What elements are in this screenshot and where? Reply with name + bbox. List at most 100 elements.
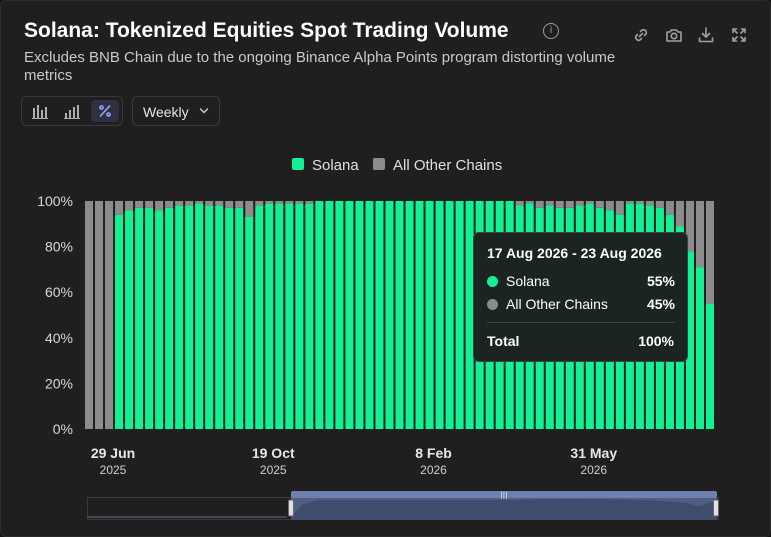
bar-solana bbox=[135, 207, 144, 429]
bar-solana bbox=[325, 201, 334, 429]
legend-label-solana: Solana bbox=[312, 157, 359, 174]
navigator-series-area bbox=[291, 499, 717, 520]
bar-other bbox=[705, 201, 714, 304]
bar-solana bbox=[335, 201, 344, 429]
fullscreen-icon[interactable] bbox=[730, 26, 748, 44]
x-tick-label: 31 May bbox=[570, 445, 617, 461]
bar-other bbox=[675, 201, 684, 227]
stacked-bar-icon bbox=[64, 105, 80, 119]
link-icon[interactable] bbox=[632, 26, 650, 44]
range-navigator[interactable]: ||| bbox=[87, 491, 719, 521]
bar-other bbox=[255, 201, 264, 206]
bar-other bbox=[265, 201, 274, 204]
bar-solana bbox=[695, 267, 704, 429]
bar-solana bbox=[235, 207, 244, 429]
percent-button[interactable] bbox=[91, 100, 119, 122]
stacked-bar-button[interactable] bbox=[58, 100, 86, 122]
bar-other bbox=[685, 201, 694, 252]
bar-other bbox=[115, 201, 124, 215]
navigator-handle-left[interactable] bbox=[288, 499, 294, 517]
x-tick-year: 2026 bbox=[580, 463, 607, 477]
bar-solana bbox=[345, 201, 354, 429]
bar-solana bbox=[305, 203, 314, 429]
tooltip-total-label: Total bbox=[487, 333, 520, 349]
bar-other bbox=[85, 201, 94, 429]
bar-solana bbox=[705, 303, 714, 429]
navigator-scrollbar[interactable] bbox=[291, 491, 717, 498]
bar-solana bbox=[165, 207, 174, 429]
bar-solana bbox=[245, 216, 254, 429]
tooltip-row-other: All Other Chains 45% bbox=[487, 296, 675, 314]
bar-solana bbox=[375, 201, 384, 429]
y-tick-label: 40% bbox=[45, 330, 73, 346]
bar-other bbox=[275, 201, 284, 204]
y-tick-label: 60% bbox=[45, 284, 73, 300]
bar-other bbox=[545, 201, 554, 206]
tooltip-value-other: 45% bbox=[646, 296, 675, 312]
bar-other bbox=[645, 201, 654, 206]
bar-other bbox=[155, 201, 164, 211]
bar-solana bbox=[385, 201, 394, 429]
bar-other bbox=[295, 201, 304, 204]
percent-icon bbox=[99, 105, 111, 117]
bar-solana bbox=[145, 207, 154, 429]
bar-solana bbox=[125, 210, 134, 429]
bar-other bbox=[555, 201, 564, 208]
camera-icon[interactable] bbox=[665, 26, 683, 44]
bar-solana bbox=[285, 203, 294, 429]
chart-title: Solana: Tokenized Equities Spot Trading … bbox=[24, 19, 509, 42]
bar-solana bbox=[685, 251, 694, 429]
bar-solana bbox=[295, 203, 304, 429]
tooltip-label-other: All Other Chains bbox=[506, 296, 608, 312]
bar-solana bbox=[155, 210, 164, 429]
bar-other bbox=[665, 201, 674, 215]
bar-solana bbox=[205, 205, 214, 429]
interval-label: Weekly bbox=[143, 104, 189, 120]
bar-solana bbox=[445, 201, 454, 429]
bar-other bbox=[105, 201, 114, 429]
interval-dropdown[interactable]: Weekly bbox=[132, 96, 220, 126]
bar-other bbox=[175, 201, 184, 206]
bar-other bbox=[185, 201, 194, 206]
bar-other bbox=[535, 201, 544, 208]
bar-solana bbox=[365, 201, 374, 429]
bar-solana bbox=[315, 201, 324, 429]
bar-chart-icon bbox=[32, 105, 48, 119]
bar-other bbox=[245, 201, 254, 217]
bar-other bbox=[575, 201, 584, 206]
legend-swatch-other bbox=[373, 158, 385, 170]
chevron-down-icon bbox=[199, 108, 209, 114]
chart-subtitle: Excludes BNB Chain due to the ongoing Bi… bbox=[24, 49, 616, 84]
info-icon[interactable]: i bbox=[543, 23, 559, 39]
bar-solana bbox=[405, 201, 414, 429]
bar-solana bbox=[465, 201, 474, 429]
tooltip-divider bbox=[487, 322, 675, 323]
bar-other bbox=[135, 201, 144, 208]
bar-solana bbox=[115, 214, 124, 429]
bar-solana bbox=[395, 201, 404, 429]
download-icon[interactable] bbox=[697, 26, 715, 44]
bar-solana bbox=[275, 203, 284, 429]
x-tick-year: 2026 bbox=[420, 463, 447, 477]
navigator-handle-right[interactable] bbox=[713, 499, 719, 517]
bar-solana bbox=[195, 203, 204, 429]
bar-other bbox=[585, 201, 594, 204]
bar-chart-button[interactable] bbox=[26, 100, 54, 122]
tooltip-label-solana: Solana bbox=[506, 273, 550, 289]
bar-other bbox=[225, 201, 234, 208]
bar-other bbox=[635, 201, 644, 204]
bar-other bbox=[285, 201, 294, 204]
bar-other bbox=[625, 201, 634, 204]
chart-type-toggle bbox=[21, 96, 123, 126]
bar-solana bbox=[435, 201, 444, 429]
bar-other bbox=[95, 201, 104, 429]
tooltip: 17 Aug 2026 - 23 Aug 2026 Solana 55% All… bbox=[473, 232, 688, 362]
tooltip-total-value: 100% bbox=[638, 333, 674, 349]
x-tick-year: 2025 bbox=[260, 463, 287, 477]
x-tick-label: 29 Jun bbox=[91, 445, 135, 461]
x-tick-year: 2025 bbox=[100, 463, 127, 477]
legend-label-other: All Other Chains bbox=[393, 157, 503, 174]
tooltip-dot-other bbox=[487, 299, 498, 310]
tooltip-dot-solana bbox=[487, 276, 498, 287]
